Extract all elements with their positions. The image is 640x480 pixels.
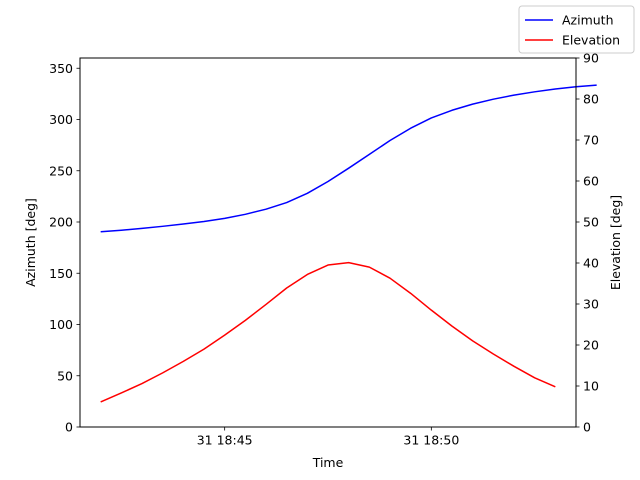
x-axis-label: Time [312, 455, 344, 470]
x-axis: 31 18:45 31 18:50 [197, 427, 459, 448]
y-left-tick-label: 0 [65, 420, 73, 435]
plot-frame [79, 57, 577, 428]
y-left-tick-label: 100 [49, 317, 73, 332]
y-axis-label-left: Azimuth [deg] [23, 198, 38, 287]
y-left-tick-label: 50 [57, 368, 73, 383]
y-right-tick-label: 10 [583, 379, 599, 394]
x-tick-label: 31 18:45 [197, 433, 253, 448]
x-tick-label: 31 18:50 [403, 433, 459, 448]
plot-area [80, 58, 576, 427]
y-right-tick-label: 0 [583, 420, 591, 435]
y-left-tick-label: 350 [49, 61, 73, 76]
legend-box [518, 5, 635, 54]
left-axis: 0 50 100 150 200 250 300 350 [49, 61, 80, 435]
y-left-tick-label: 250 [49, 163, 73, 178]
series-layer [100, 84, 597, 403]
y-right-tick-label: 30 [583, 297, 599, 312]
legend-label-elevation: Elevation [562, 33, 620, 48]
legend-label-azimuth: Azimuth [562, 13, 614, 28]
y-right-tick-label: 40 [583, 256, 599, 271]
y-axis-label-right: Elevation [deg] [608, 195, 623, 290]
y-left-tick-label: 200 [49, 215, 73, 230]
y-right-tick-label: 80 [583, 92, 599, 107]
y-right-tick-label: 50 [583, 215, 599, 230]
y-right-tick-label: 70 [583, 133, 599, 148]
y-left-tick-label: 150 [49, 266, 73, 281]
y-right-tick-label: 20 [583, 338, 599, 353]
y-left-tick-label: 300 [49, 112, 73, 127]
y-right-tick-label: 90 [583, 51, 599, 66]
right-axis: 0 10 20 30 40 50 60 70 80 90 [576, 51, 599, 435]
series-line-elevation [100, 261, 556, 403]
legend: Azimuth Elevation [518, 5, 635, 54]
y-right-tick-label: 60 [583, 174, 599, 189]
series-line-azimuth [100, 84, 597, 233]
